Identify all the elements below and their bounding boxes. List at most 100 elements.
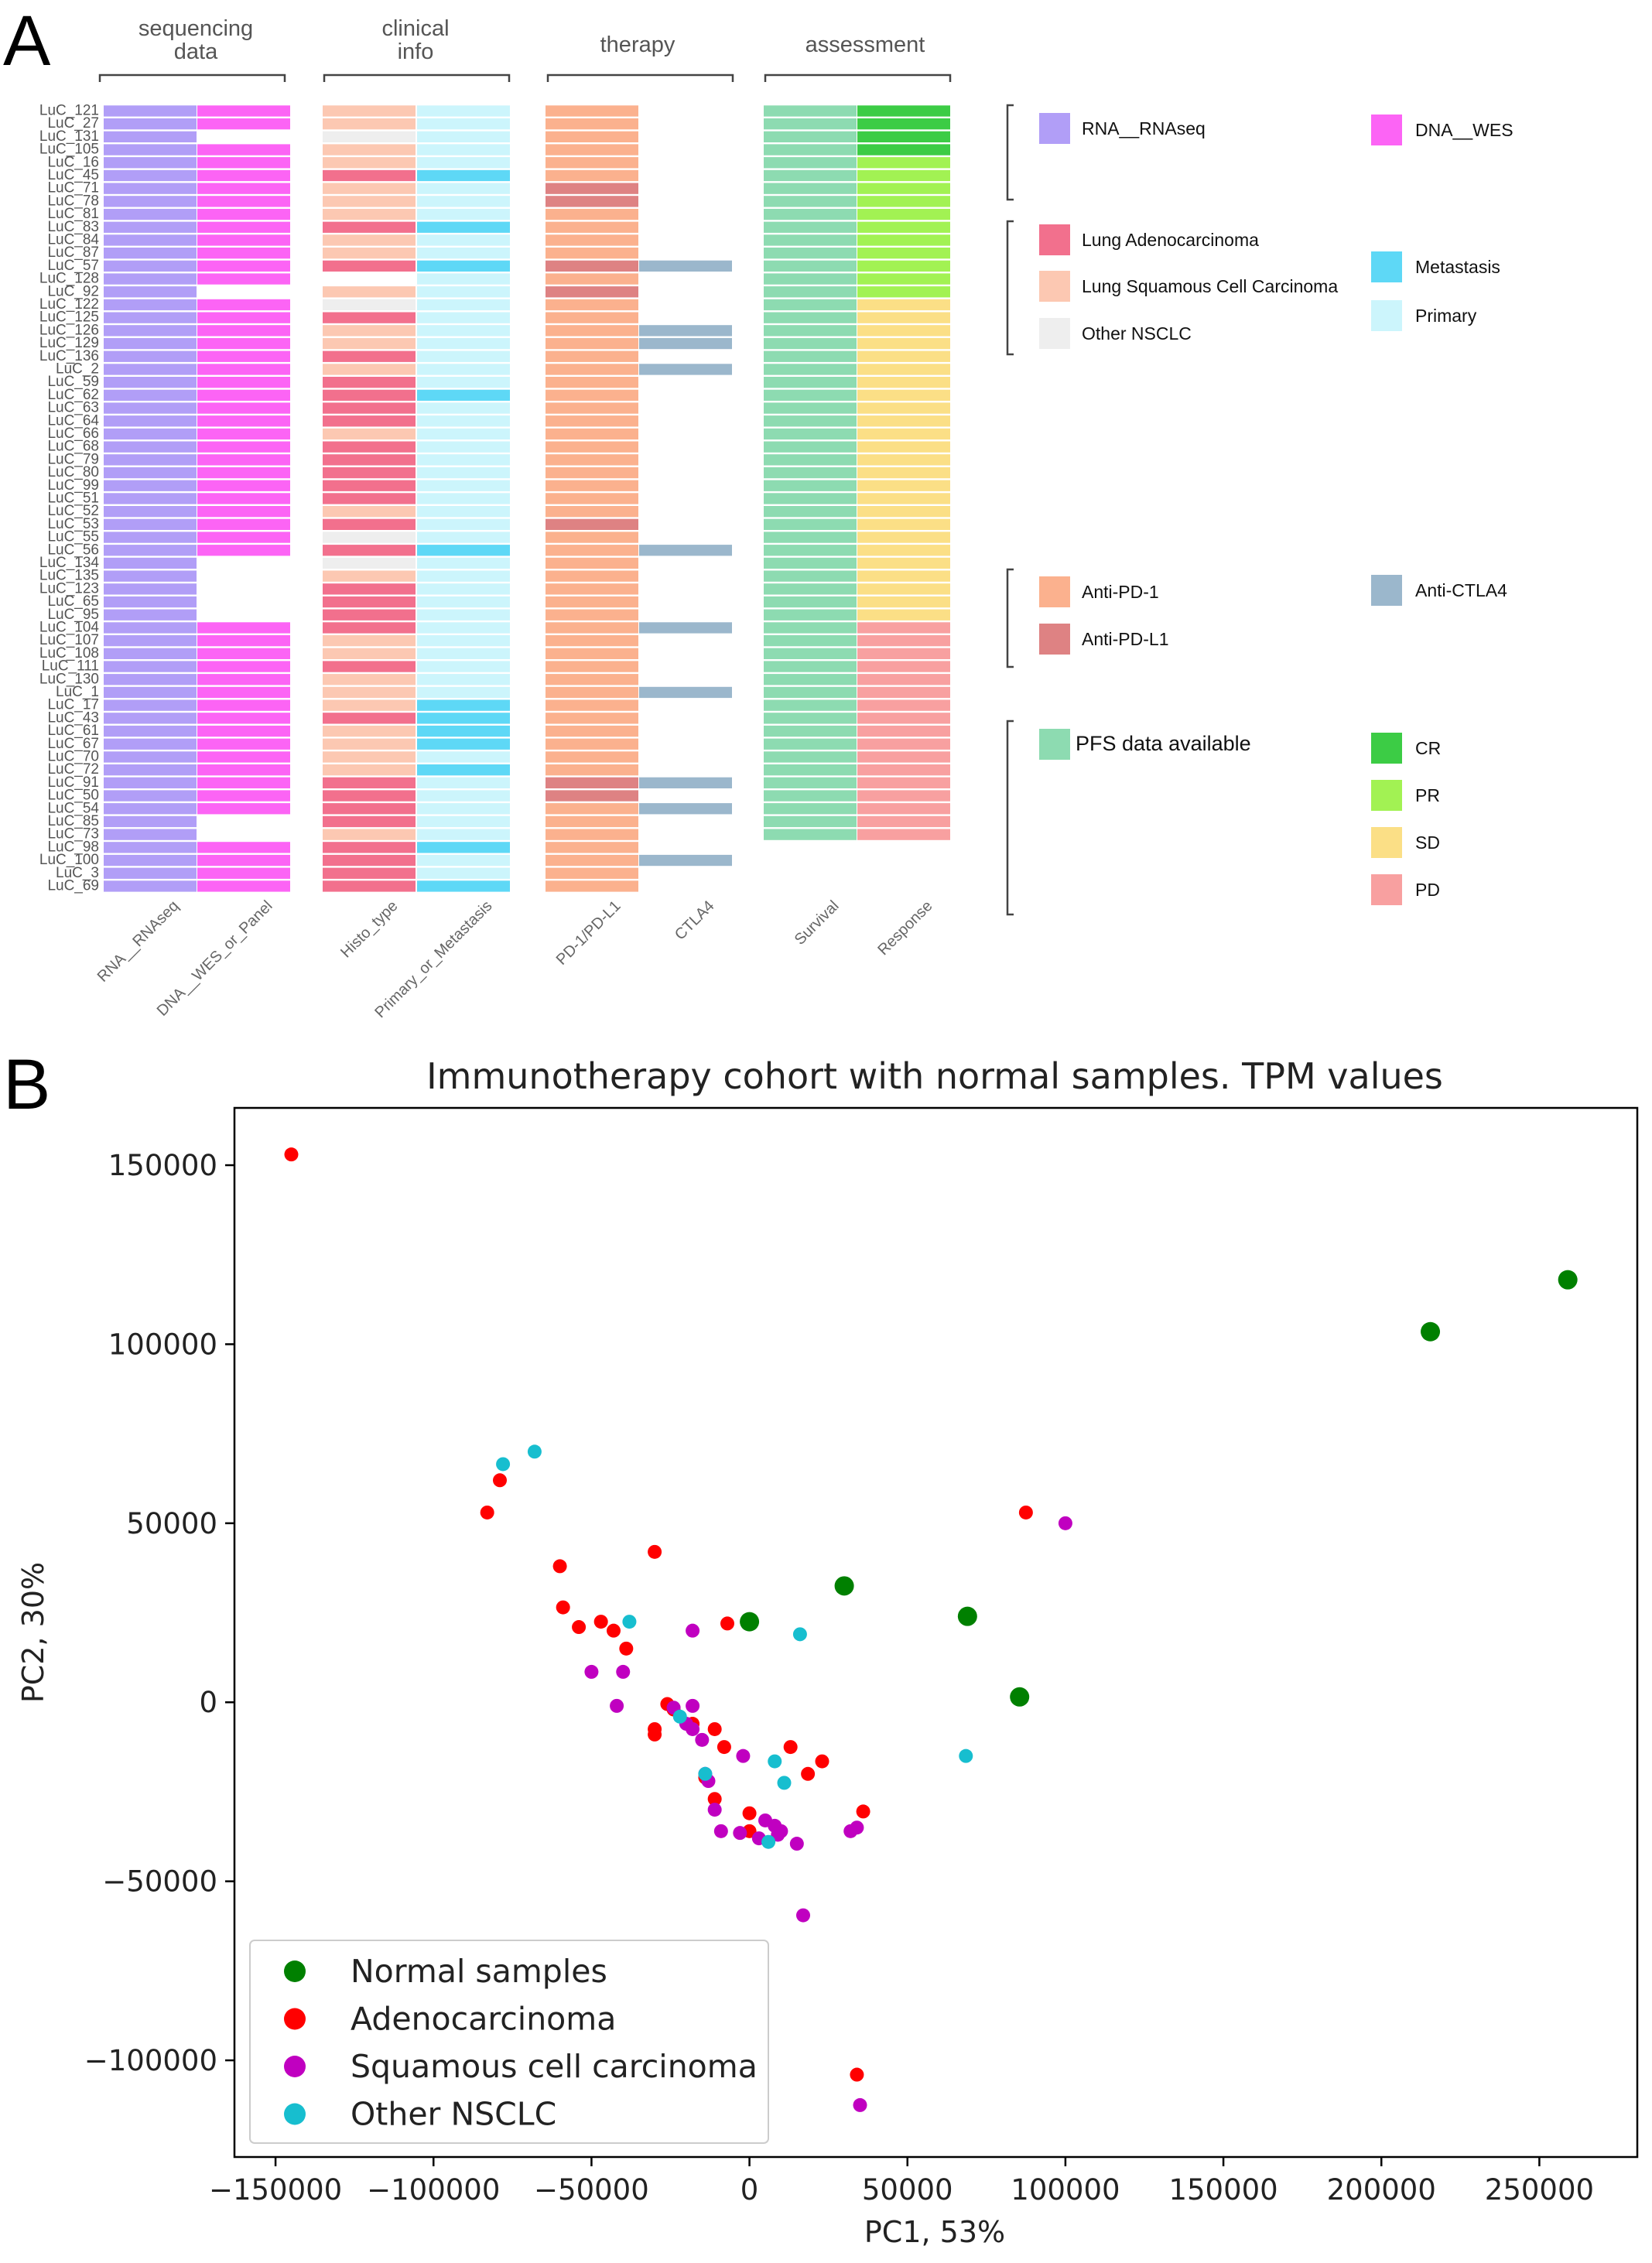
heatmap-cell	[764, 480, 857, 491]
heatmap-cell	[857, 557, 950, 569]
heatmap-cell	[546, 738, 638, 750]
heatmap-cell	[764, 118, 857, 130]
legend-label: SD	[1415, 832, 1440, 853]
heatmap-cell	[323, 815, 416, 828]
heatmap-cell	[857, 622, 950, 634]
heatmap-cell	[546, 467, 638, 479]
legend-swatch	[1039, 624, 1070, 655]
scatter-point	[496, 1457, 511, 1472]
heatmap-cell	[197, 480, 290, 491]
legend-label: Adenocarcinoma	[351, 2001, 616, 2038]
heatmap-cell	[546, 545, 638, 556]
legend-swatch	[1371, 780, 1402, 811]
heatmap-cell	[857, 325, 950, 337]
row-label: LuC_59	[47, 374, 99, 390]
heatmap-cell	[546, 725, 638, 737]
x-tick-label: 50000	[862, 2173, 953, 2207]
scatter-point	[761, 1834, 776, 1849]
heatmap-cell	[546, 260, 638, 272]
heatmap-cell	[546, 441, 638, 453]
heatmap-cell	[104, 312, 197, 323]
heatmap-cell	[417, 596, 510, 608]
group-header-3: assessment	[805, 32, 925, 57]
row-label: LuC_100	[39, 852, 99, 868]
heatmap-cell	[417, 557, 510, 569]
heatmap-cell	[764, 493, 857, 504]
heatmap-cell	[857, 777, 950, 788]
heatmap-cell	[323, 596, 416, 608]
heatmap-cell	[104, 325, 197, 337]
legend-label: Lung Adenocarcinoma	[1082, 230, 1259, 250]
heatmap-cell	[323, 686, 416, 699]
heatmap-cell	[197, 350, 290, 362]
legend-marker	[284, 2056, 306, 2077]
heatmap-cell	[417, 337, 510, 350]
heatmap-cell	[764, 764, 857, 776]
row-label: LuC_45	[47, 167, 99, 183]
heatmap-cell	[857, 545, 950, 556]
heatmap-cell	[764, 545, 857, 556]
legend-box	[249, 1940, 769, 2144]
column-label: Survival	[792, 897, 843, 949]
heatmap-cell	[417, 842, 510, 853]
scatter-point	[616, 1664, 631, 1679]
scatter-point	[777, 1776, 792, 1790]
heatmap-cell	[417, 105, 510, 117]
heatmap-cell	[546, 273, 638, 285]
heatmap-cell	[857, 389, 950, 401]
heatmap-cell	[417, 260, 510, 272]
scatter-point	[853, 2097, 867, 2112]
heatmap-cell	[197, 880, 290, 892]
heatmap-cell	[546, 854, 638, 867]
legend-swatch	[1039, 318, 1070, 349]
heatmap-cell	[323, 635, 416, 647]
legend-label: Anti-PD-L1	[1082, 629, 1168, 649]
heatmap-cell	[323, 803, 416, 815]
x-tick-label: −50000	[534, 2173, 649, 2207]
heatmap-cell	[323, 880, 416, 892]
legend-label: PFS data available	[1076, 732, 1251, 755]
heatmap-cell	[417, 803, 510, 815]
column-label: RNA__RNAseq	[94, 897, 183, 986]
heatmap-cell	[639, 545, 732, 556]
heatmap-cell	[764, 609, 857, 620]
heatmap-cell	[764, 583, 857, 595]
heatmap-cell	[104, 803, 197, 815]
heatmap-cell	[546, 815, 638, 828]
heatmap-cell	[104, 622, 197, 634]
scatter-point	[707, 1803, 722, 1817]
heatmap-cell	[197, 273, 290, 285]
group-brackets	[98, 73, 952, 82]
row-label: LuC_43	[47, 709, 99, 726]
legend-label: Squamous cell carcinoma	[351, 2048, 758, 2085]
heatmap-cell	[417, 248, 510, 259]
heatmap-cell	[857, 635, 950, 647]
heatmap-cell	[857, 661, 950, 672]
scatter-point	[686, 1721, 700, 1736]
heatmap-cell	[323, 260, 416, 272]
legend-swatch	[1371, 874, 1402, 905]
legend-swatch	[1371, 827, 1402, 858]
heatmap-cell	[764, 428, 857, 440]
row-label: LuC_66	[47, 426, 99, 442]
heatmap-cell	[764, 532, 857, 543]
group-bracket-0	[98, 73, 286, 82]
scatter-point	[768, 1754, 782, 1769]
scatter-point	[584, 1664, 599, 1679]
heatmap-cell	[639, 622, 732, 634]
heatmap-cell	[323, 402, 416, 414]
heatmap-cell	[323, 169, 416, 182]
group-header-2: therapy	[600, 32, 676, 57]
legend-label: PR	[1415, 785, 1440, 805]
row-label: LuC_72	[47, 761, 99, 778]
heatmap-cell	[197, 751, 290, 763]
heatmap-cell	[197, 725, 290, 737]
heatmap-cell	[546, 570, 638, 582]
heatmap-cell	[546, 325, 638, 337]
row-label: LuC_61	[47, 723, 99, 739]
heatmap-cell	[764, 196, 857, 207]
heatmap-cell	[417, 545, 510, 556]
heatmap-cell	[546, 337, 638, 350]
